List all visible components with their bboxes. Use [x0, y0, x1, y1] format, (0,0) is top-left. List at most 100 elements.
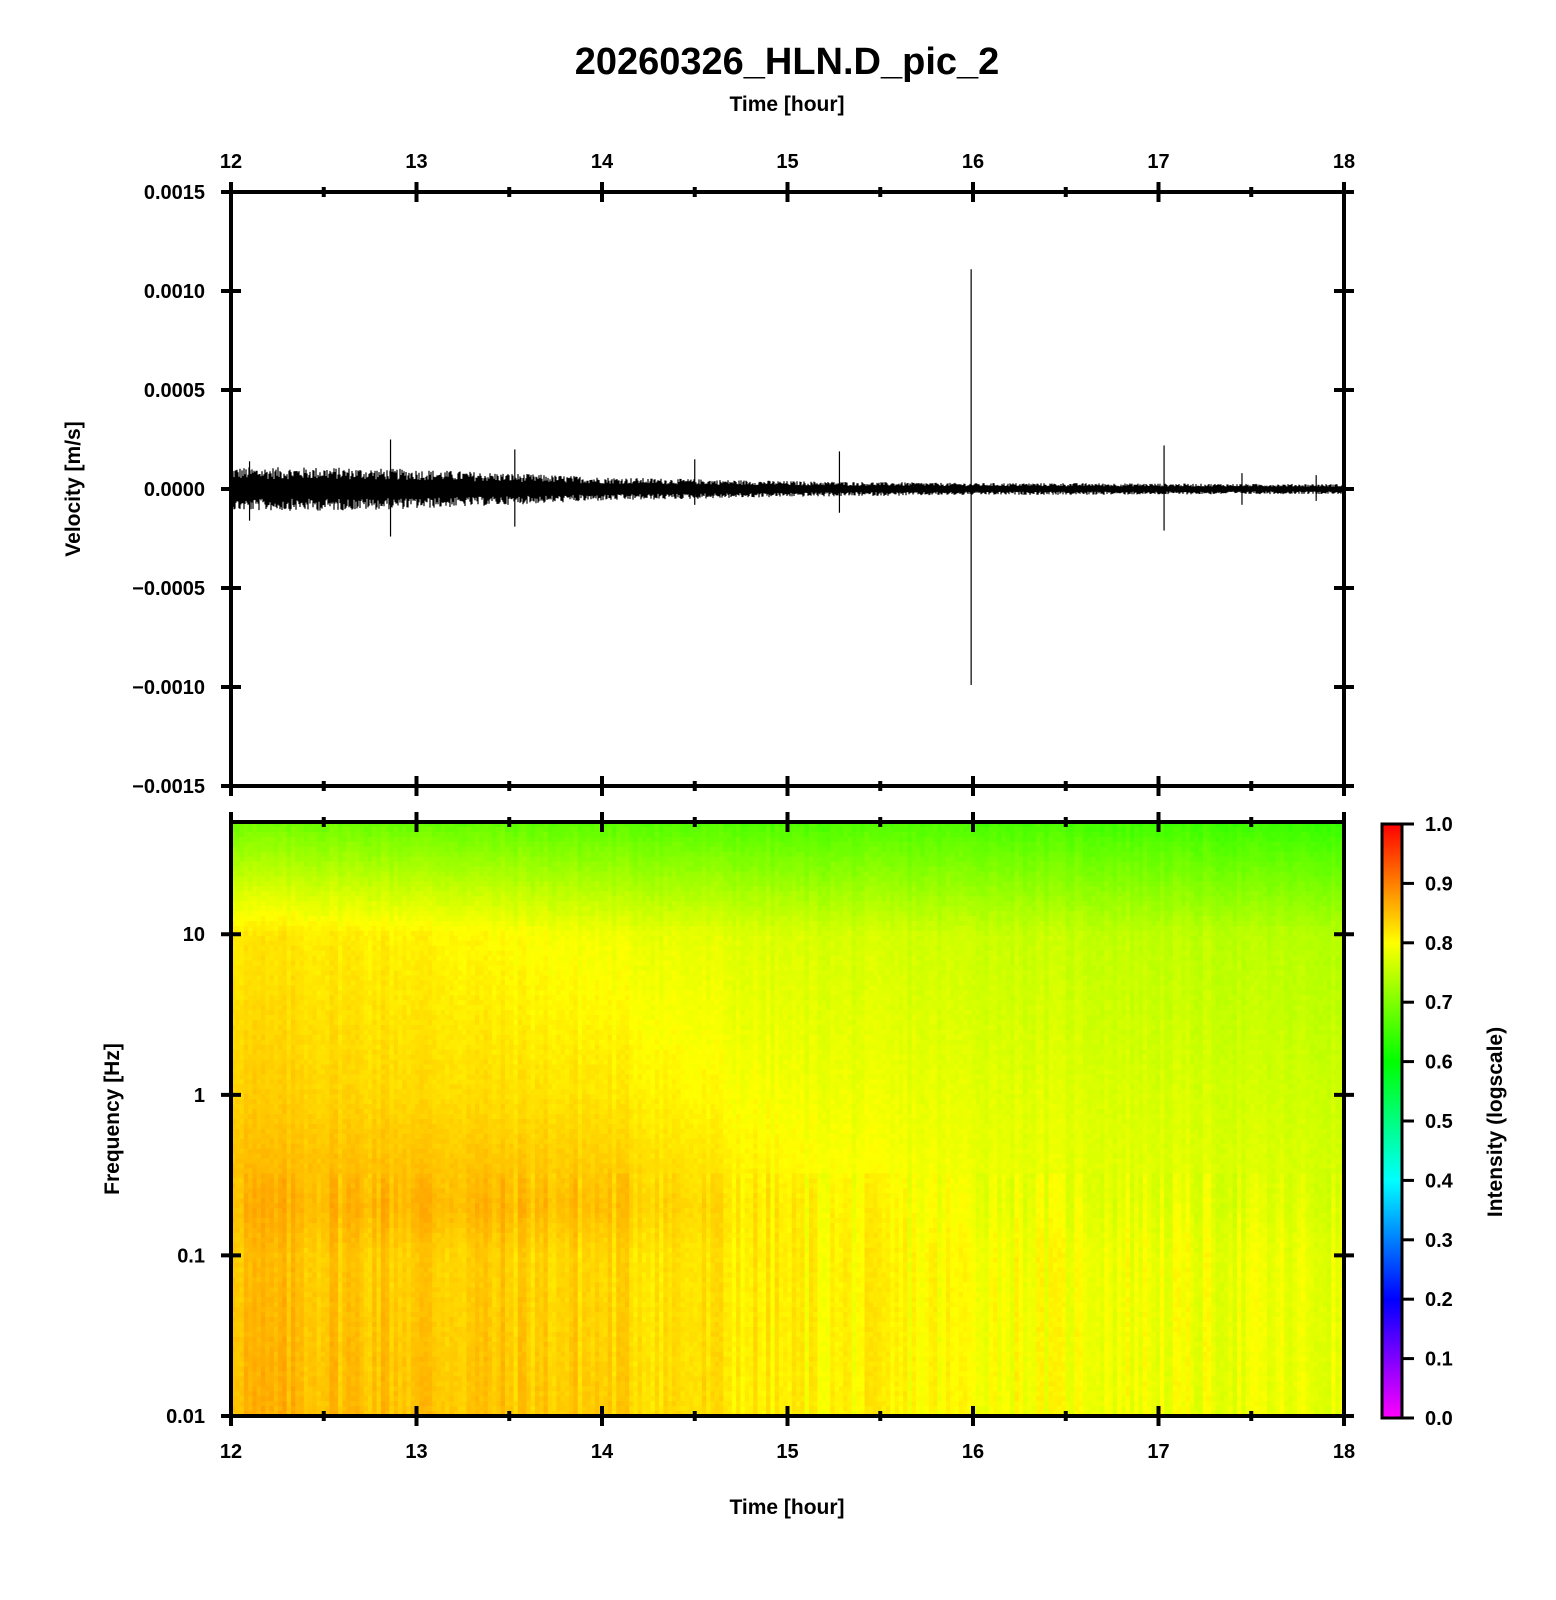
spectrogram-cell: [308, 1144, 313, 1150]
spectrogram-cell: [321, 1074, 326, 1080]
spectrogram-cell: [312, 931, 317, 937]
spectrogram-cell: [385, 1173, 390, 1179]
spectrogram-cell: [308, 1238, 313, 1244]
spectrogram-cell: [347, 971, 352, 977]
spectrogram-cell: [235, 886, 240, 892]
spectrogram-cell: [347, 842, 352, 848]
spectrogram-cell: [385, 1327, 390, 1333]
spectrogram-cell: [265, 1104, 270, 1110]
spectrogram-cell: [270, 1253, 275, 1259]
spectrogram-cell: [317, 1297, 322, 1303]
spectrogram-cell: [291, 1357, 296, 1363]
spectrogram-cell: [274, 1119, 279, 1125]
spectrogram-cell: [321, 1312, 326, 1318]
spectrogram-cell: [402, 1381, 407, 1387]
spectrogram-cell: [381, 827, 386, 833]
spectrogram-cell: [274, 1357, 279, 1363]
spectrogram-cell: [235, 1193, 240, 1199]
spectrogram-cell: [321, 1154, 326, 1160]
spectrogram-cell: [278, 1005, 283, 1011]
spectrogram-cell: [270, 1020, 275, 1026]
spectrogram-cell: [282, 1401, 287, 1407]
spectrogram-cell: [334, 1376, 339, 1382]
spectrogram-cell: [338, 1272, 343, 1278]
spectrogram-cell: [334, 936, 339, 942]
spectrogram-cell: [257, 886, 262, 892]
spectrogram-cell: [308, 1099, 313, 1105]
spectrogram-cell: [235, 1000, 240, 1006]
spectrogram-cell: [278, 906, 283, 912]
spectrogram-cell: [402, 1342, 407, 1348]
spectrogram-cell: [385, 966, 390, 972]
spectrogram-cell: [274, 1079, 279, 1085]
spectrogram-cell: [252, 1297, 257, 1303]
spectrogram-cell: [368, 1367, 373, 1373]
spectrogram-cell: [282, 876, 287, 882]
spectrogram-cell: [334, 951, 339, 957]
spectrogram-cell: [291, 896, 296, 902]
spectrogram-cell: [252, 1030, 257, 1036]
spectrogram-cell: [329, 1367, 334, 1373]
spectrogram-cell: [312, 1173, 317, 1179]
spectrogram-cell: [385, 1292, 390, 1298]
spectrogram-cell: [244, 1243, 249, 1249]
spectrogram-cell: [377, 1084, 382, 1090]
spectrogram-cell: [364, 1089, 369, 1095]
spectrogram-cell: [389, 916, 394, 922]
spectrogram-cell: [274, 867, 279, 873]
spectrogram-cell: [368, 1213, 373, 1219]
spectrogram-cell: [355, 896, 360, 902]
spectrogram-cell: [329, 1074, 334, 1080]
spectrogram-cell: [359, 1005, 364, 1011]
spectrogram-cell: [304, 1332, 309, 1338]
spectrogram-cell: [338, 990, 343, 996]
spectrogram-cell: [402, 881, 407, 887]
spectrogram-cell: [389, 1292, 394, 1298]
spectrogram-cell: [355, 1406, 360, 1412]
spectrogram-cell: [244, 1030, 249, 1036]
spectrogram-cell: [338, 1238, 343, 1244]
spectrogram-cell: [325, 1159, 330, 1165]
spectrogram-cell: [252, 1312, 257, 1318]
spectrogram-cell: [312, 941, 317, 947]
spectrogram-cell: [240, 985, 245, 991]
spectrogram-cell: [252, 1169, 257, 1175]
spectrogram-cell: [240, 1223, 245, 1229]
spectrogram-cell: [334, 1233, 339, 1239]
spectrogram-cell: [394, 1045, 399, 1051]
spectrogram-cell: [308, 1223, 313, 1229]
spectrogram-cell: [381, 1317, 386, 1323]
spectrogram-cell: [312, 1139, 317, 1145]
spectrogram-cell: [325, 1371, 330, 1377]
spectrogram-cell: [347, 1164, 352, 1170]
spectrogram-cell: [287, 1332, 292, 1338]
spectrogram-cell: [394, 1070, 399, 1076]
spectrogram-cell: [398, 1302, 403, 1308]
spectrogram-cell: [368, 1218, 373, 1224]
spectrogram-cell: [321, 1272, 326, 1278]
spectrogram-cell: [402, 1337, 407, 1343]
spectrogram-cell: [372, 961, 377, 967]
spectrogram-cell: [270, 1164, 275, 1170]
spectrogram-cell: [377, 1406, 382, 1412]
spectrogram-cell: [295, 872, 300, 878]
spectrogram-cell: [265, 980, 270, 986]
spectrogram-cell: [372, 876, 377, 882]
spectrogram-cell: [355, 1401, 360, 1407]
spectrogram-cell: [372, 906, 377, 912]
spectrogram-cell: [252, 1277, 257, 1283]
spectrogram-cell: [240, 941, 245, 947]
spectrogram-cell: [334, 1243, 339, 1249]
spectrogram-cell: [377, 1134, 382, 1140]
spectrogram-cell: [351, 1386, 356, 1392]
spectrogram-cell: [351, 1139, 356, 1145]
spectrogram-cell: [282, 956, 287, 962]
spectrogram-cell: [257, 832, 262, 838]
spectrogram-cell: [270, 1070, 275, 1076]
spectrogram-cell: [278, 1218, 283, 1224]
spectrogram-cell: [347, 1248, 352, 1254]
spectrogram-cell: [257, 971, 262, 977]
spectrogram-cell: [321, 941, 326, 947]
spectrogram-cell: [244, 1050, 249, 1056]
spectrogram-cell: [372, 867, 377, 873]
